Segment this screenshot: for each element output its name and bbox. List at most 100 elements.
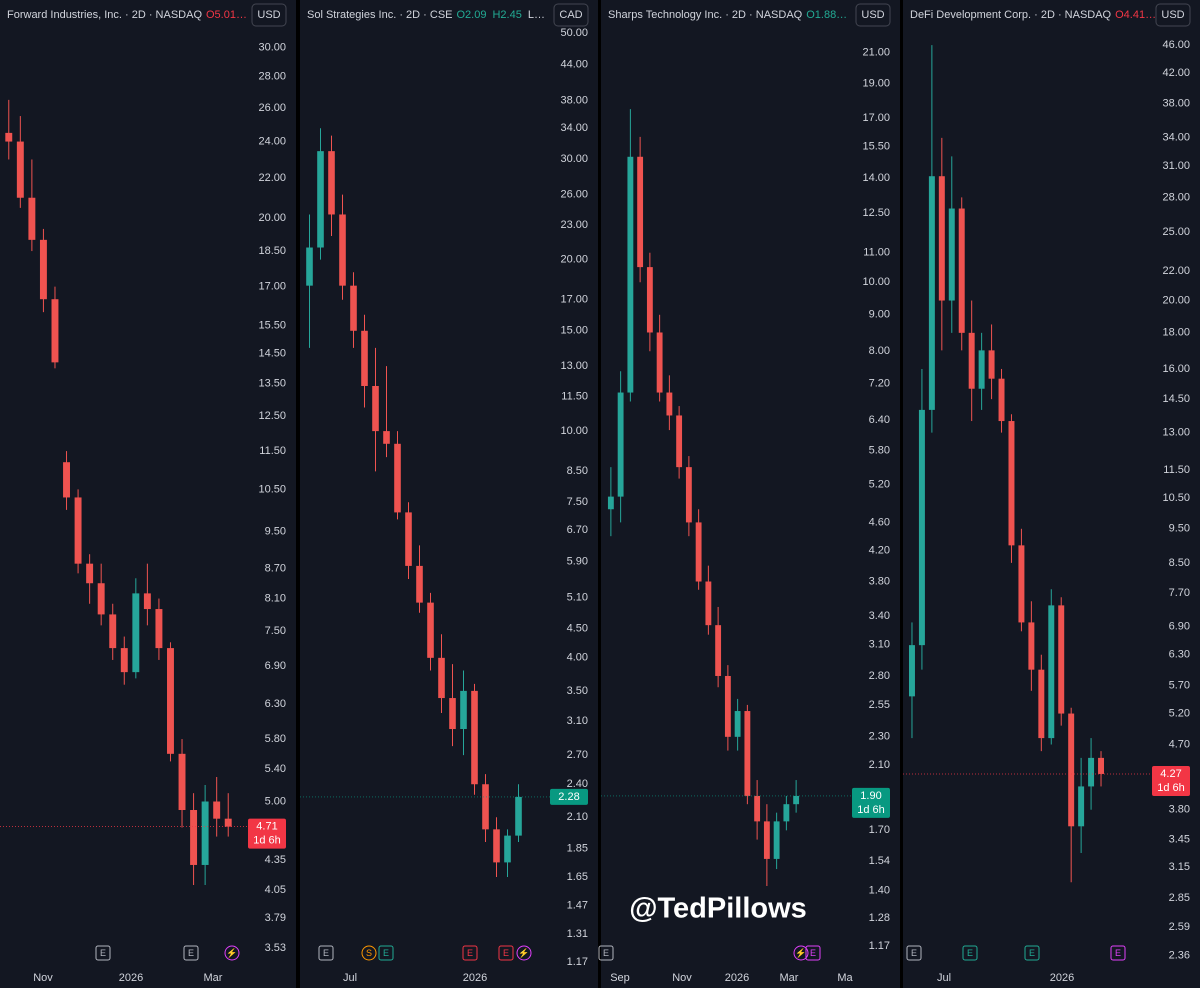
candle-body (328, 151, 335, 215)
y-tick-label: 17.00 (258, 281, 286, 293)
y-tick-label: 1.54 (869, 855, 890, 867)
y-tick-label: 38.00 (1162, 98, 1190, 110)
y-tick-label: 6.70 (567, 524, 588, 536)
ohlc-value: H2.45 (492, 9, 521, 21)
y-tick-label: 18.00 (1162, 327, 1190, 339)
y-tick-label: 6.90 (265, 660, 286, 672)
candle-body (656, 332, 663, 393)
price-tag-label: 2.28 (558, 791, 579, 803)
y-tick-label: 5.20 (1169, 707, 1190, 719)
y-tick-label: 7.50 (567, 496, 588, 508)
y-tick-label: 5.40 (265, 763, 286, 775)
y-tick-label: 9.00 (869, 309, 890, 321)
y-tick-label: 31.00 (1162, 160, 1190, 172)
candle-body (773, 821, 780, 859)
event-label: E (603, 948, 609, 958)
candle-body (724, 675, 731, 737)
y-tick-label: 4.35 (265, 854, 286, 866)
event-label: S (366, 948, 372, 958)
candle-body (16, 141, 24, 198)
event-label: E (100, 948, 106, 958)
chart-panel: 21.00 19.00 17.00 15.50 14.00 12.50 11.00 10.00… (598, 0, 900, 988)
candle-body (86, 563, 94, 584)
candle-body (763, 821, 770, 859)
y-tick-label: 28.00 (1162, 191, 1190, 203)
y-tick-label: 1.17 (869, 940, 890, 952)
candle-body (63, 462, 70, 498)
y-tick-label: 6.40 (869, 414, 890, 426)
y-tick-label: 2.70 (567, 749, 588, 761)
y-tick-label: 1.17 (567, 956, 588, 968)
countdown: 1d 6h (253, 835, 281, 847)
currency-label[interactable]: USD (1161, 9, 1184, 21)
price-tag (1152, 765, 1190, 796)
candle-body (213, 801, 221, 819)
currency-label[interactable]: USD (861, 9, 884, 21)
y-tick-label: 10.50 (258, 483, 286, 495)
y-tick-label: 5.00 (265, 795, 286, 807)
candle-body (350, 285, 357, 331)
candle-body (1018, 545, 1025, 623)
y-tick-label: 15.00 (560, 325, 588, 337)
event-marker (598, 945, 614, 961)
x-tick-label: Nov (33, 972, 53, 984)
y-tick-label: 6.30 (265, 698, 286, 710)
y-tick-label: 28.00 (258, 71, 286, 83)
candle-body (97, 583, 105, 615)
chart-title: Sol Strategies Inc. · 2D · CSE (307, 9, 453, 21)
candle-body (155, 609, 163, 649)
event-marker (318, 945, 334, 961)
candle-body (1078, 786, 1085, 827)
currency-label[interactable]: USD (257, 9, 280, 21)
ohlc-value: O4.41… (1115, 9, 1156, 21)
y-tick-label: 15.50 (862, 141, 890, 153)
candle-body (783, 804, 790, 822)
candle-body (1058, 605, 1065, 714)
y-tick-label: 4.20 (869, 544, 890, 556)
event-label: E (911, 948, 917, 958)
candle-body (1038, 669, 1045, 739)
candle-body (482, 784, 489, 830)
candle-body (918, 409, 925, 646)
y-tick-label: 19.00 (862, 78, 890, 90)
x-tick-label: Jul (937, 972, 951, 984)
candle-body (427, 602, 434, 658)
candle-body (1068, 713, 1075, 827)
candle-body (339, 214, 346, 286)
y-tick-label: 6.90 (1169, 621, 1190, 633)
currency-button (1155, 3, 1191, 27)
candle-body (493, 829, 500, 863)
event-marker (224, 945, 240, 961)
event-label: ⚡ (518, 947, 529, 959)
y-tick-label: 13.00 (560, 360, 588, 372)
currency-button (855, 3, 891, 27)
ohlc-value: L… (528, 9, 545, 21)
y-tick-label: 20.00 (1162, 294, 1190, 306)
y-tick-label: 2.10 (869, 759, 890, 771)
countdown: 1d 6h (1157, 782, 1185, 794)
candle-body (74, 497, 82, 564)
y-tick-label: 3.15 (1169, 861, 1190, 873)
y-tick-label: 46.00 (1162, 39, 1190, 51)
event-marker (805, 945, 821, 961)
event-label: E (1115, 948, 1121, 958)
y-tick-label: 42.00 (1162, 67, 1190, 79)
chart-panel: 46.00 42.00 38.00 34.00 31.00 28.00 25.00 22.00… (903, 0, 1200, 988)
y-tick-label: 5.10 (567, 592, 588, 604)
x-tick-label: Mar (780, 972, 799, 984)
candle-body (1028, 622, 1035, 670)
y-tick-label: 4.60 (869, 516, 890, 528)
candle-body (968, 332, 975, 389)
event-label: ⚡ (226, 947, 237, 959)
currency-label[interactable]: CAD (559, 9, 582, 21)
chart-title: Sharps Technology Inc. · 2D · NASDAQ (608, 9, 803, 21)
y-tick-label: 3.53 (265, 942, 286, 954)
candle-body (998, 378, 1005, 422)
event-label: E (383, 948, 389, 958)
y-tick-label: 4.00 (567, 652, 588, 664)
candle-body (637, 156, 644, 268)
y-tick-label: 6.30 (1169, 649, 1190, 661)
event-marker (462, 945, 478, 961)
candle-body (28, 197, 36, 240)
